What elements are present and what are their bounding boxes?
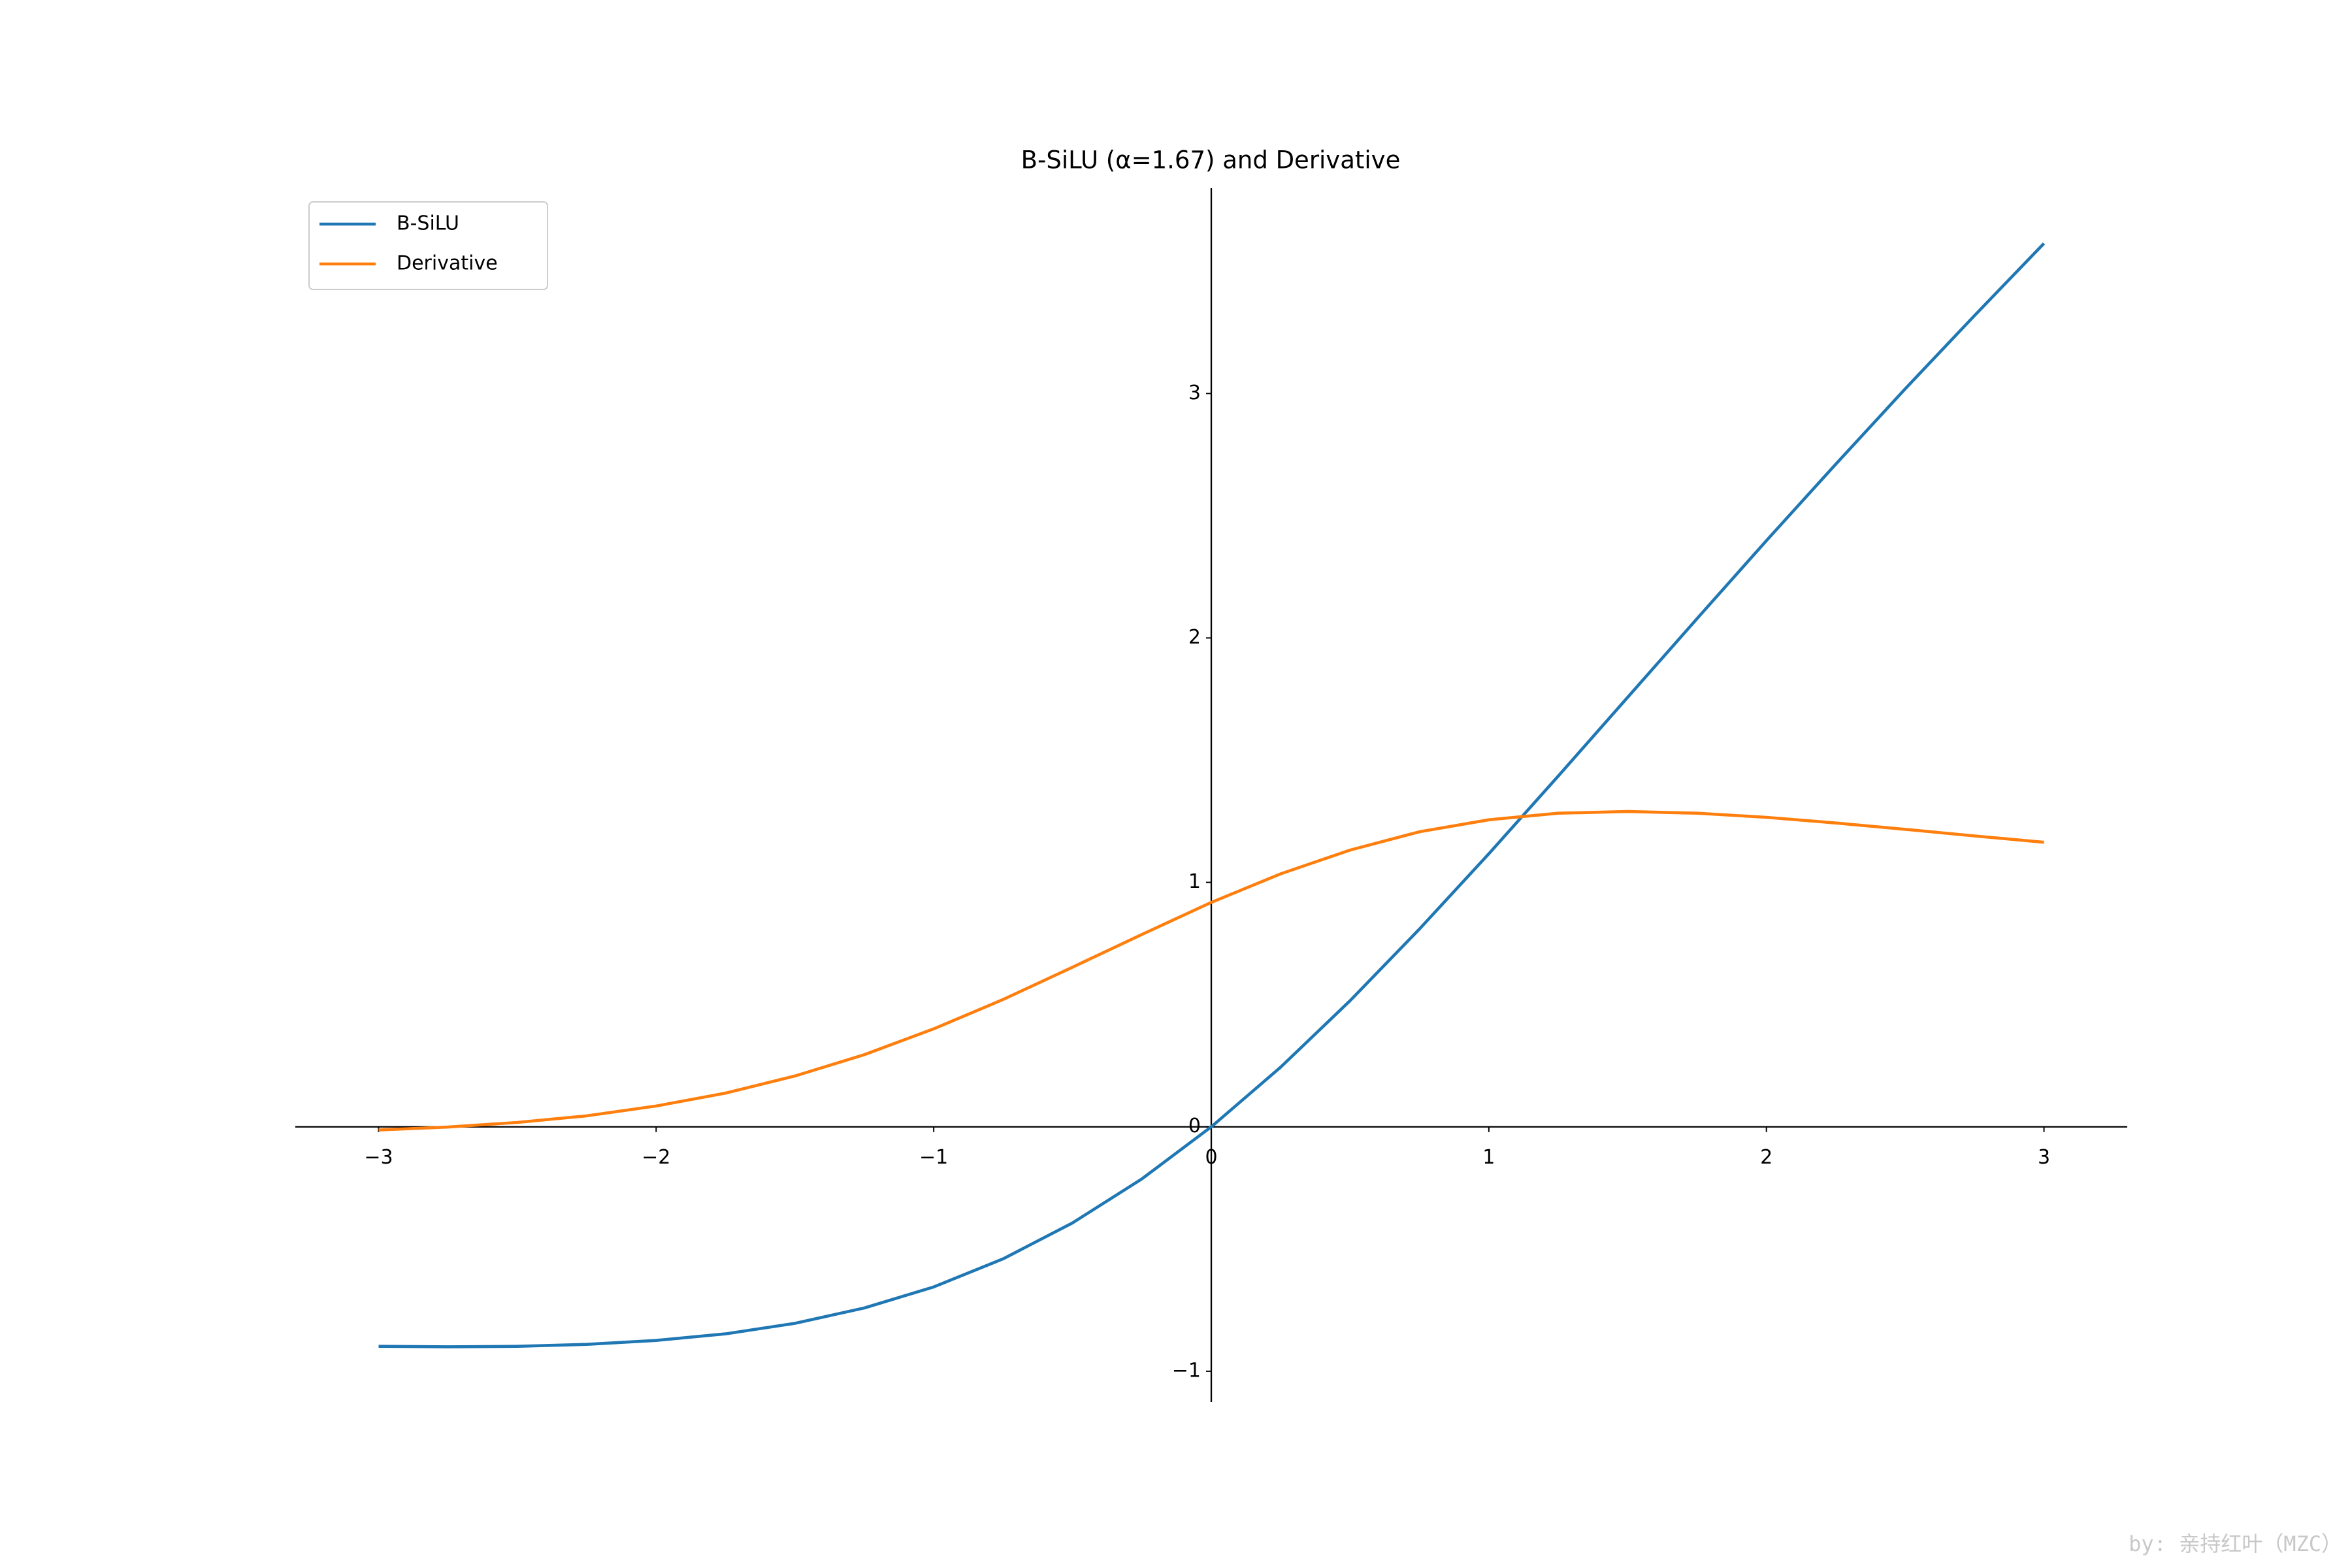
line-series bbox=[378, 242, 2046, 1348]
y-tick-label: 0 bbox=[1188, 1115, 1201, 1137]
watermark: by: 亲持红叶（MZC） bbox=[2129, 1531, 2342, 1556]
x-tick-label: −3 bbox=[364, 1146, 393, 1169]
y-tick-label: 3 bbox=[1188, 382, 1201, 404]
y-tick-label: 1 bbox=[1188, 870, 1201, 893]
line-series bbox=[378, 809, 2044, 1132]
x-tick-label: 1 bbox=[1482, 1146, 1495, 1169]
x-tick-label: −1 bbox=[919, 1146, 948, 1169]
y-tick-label: 2 bbox=[1188, 626, 1201, 649]
x-tick-label: 0 bbox=[1205, 1146, 1217, 1169]
legend-label: B-SiLU bbox=[397, 212, 459, 235]
x-tick-label: 3 bbox=[2038, 1146, 2050, 1169]
legend-label: Derivative bbox=[397, 252, 498, 275]
x-tick-label: −2 bbox=[642, 1146, 670, 1169]
y-tick-label: −1 bbox=[1172, 1359, 1201, 1382]
x-tick-label: 2 bbox=[1760, 1146, 1772, 1169]
chart-title: B-SiLU (α=1.67) and Derivative bbox=[1021, 146, 1401, 174]
